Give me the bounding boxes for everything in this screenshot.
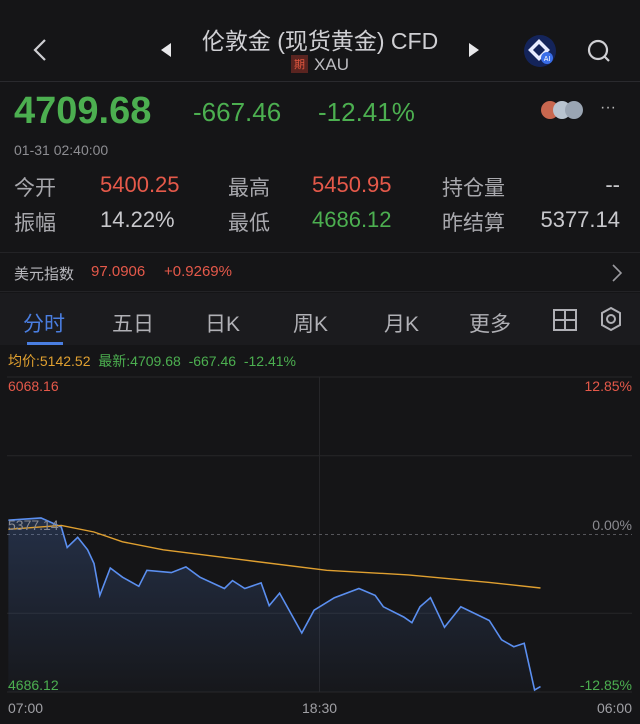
pct-max-label: 12.85% bbox=[584, 378, 632, 394]
price-change-pct: -12.41% bbox=[318, 97, 415, 127]
futures-badge: 期 bbox=[291, 55, 309, 73]
avg-price: 均价:5142.52 bbox=[8, 353, 91, 369]
quote-timestamp: 01-31 02:40:00 bbox=[14, 142, 109, 158]
latest-change: -667.46 bbox=[188, 353, 237, 369]
chevron-right-icon bbox=[612, 264, 622, 282]
price-line bbox=[8, 517, 541, 692]
stat-label: 振幅 bbox=[14, 212, 56, 235]
tab-intraday[interactable]: 分时 bbox=[23, 313, 65, 336]
y-min-label: 4686.12 bbox=[8, 677, 59, 693]
intraday-chart[interactable] bbox=[0, 370, 640, 724]
active-tab-indicator bbox=[27, 342, 63, 345]
tab-daily-k[interactable]: 日K bbox=[205, 313, 241, 336]
x-label-start: 07:00 bbox=[8, 700, 44, 716]
average-price-line bbox=[8, 524, 541, 589]
svg-text:AI: AI bbox=[544, 56, 551, 63]
period-tabs: 分时 五日 日K 周K 月K 更多 bbox=[0, 293, 640, 345]
stat-value: 5377.14 bbox=[540, 207, 620, 232]
pct-min-label: -12.85% bbox=[579, 677, 632, 693]
price-area bbox=[8, 517, 541, 692]
ai-assistant-icon[interactable]: AI bbox=[523, 34, 557, 68]
avatar-group-icon bbox=[541, 101, 583, 119]
community-avatars[interactable] bbox=[540, 100, 596, 125]
dxy-value: 97.0906 bbox=[91, 263, 146, 280]
last-price: 4709.68 bbox=[14, 90, 152, 132]
chart-info-line: 均价:5142.52 最新:4709.68 -667.46 -12.41% bbox=[8, 351, 296, 371]
symbol-text: XAU bbox=[314, 55, 349, 74]
x-label-mid: 18:30 bbox=[302, 700, 338, 716]
stat-value: 5400.25 bbox=[100, 172, 180, 197]
latest-price: 最新:4709.68 bbox=[98, 353, 181, 369]
stat-label: 今开 bbox=[14, 177, 56, 200]
tab-monthly-k[interactable]: 月K bbox=[384, 313, 420, 336]
instrument-title: 伦敦金 (现货黄金) CFD bbox=[201, 28, 439, 54]
y-ref-label: 5377.14 bbox=[8, 517, 59, 533]
stat-label: 昨结算 bbox=[442, 212, 505, 235]
dxy-change: +0.9269% bbox=[164, 263, 232, 280]
stat-label: 持仓量 bbox=[442, 177, 505, 200]
stat-value: 5450.95 bbox=[312, 172, 392, 197]
settings-hexagon-icon[interactable] bbox=[599, 306, 623, 332]
search-icon[interactable] bbox=[586, 38, 612, 64]
tab-weekly-k[interactable]: 周K bbox=[293, 313, 329, 336]
stat-value: 14.22% bbox=[100, 207, 175, 232]
x-label-end: 06:00 bbox=[596, 700, 632, 716]
top-bar: 伦敦金 (现货黄金) CFD 期 XAU AI bbox=[0, 0, 640, 82]
next-triangle-icon[interactable] bbox=[468, 42, 480, 58]
stat-label: 最高 bbox=[228, 177, 270, 200]
stat-label: 最低 bbox=[228, 212, 270, 235]
back-chevron-icon[interactable] bbox=[32, 38, 48, 62]
prev-triangle-icon[interactable] bbox=[160, 42, 172, 58]
stat-value: 4686.12 bbox=[312, 207, 392, 232]
price-change: -667.46 bbox=[193, 97, 282, 127]
grid-layout-icon[interactable] bbox=[552, 308, 578, 332]
dxy-label: 美元指数 bbox=[14, 266, 75, 283]
latest-pct: -12.41% bbox=[243, 353, 296, 369]
y-max-label: 6068.16 bbox=[8, 378, 59, 394]
pct-ref-label: 0.00% bbox=[592, 517, 632, 533]
tab-five-day[interactable]: 五日 bbox=[112, 313, 154, 336]
dollar-index-row[interactable]: 美元指数 97.0906 +0.9269% bbox=[0, 252, 640, 292]
stat-value: -- bbox=[605, 172, 620, 197]
tab-more[interactable]: 更多 bbox=[469, 313, 511, 336]
more-menu-button[interactable]: ··· bbox=[600, 99, 616, 116]
instrument-symbol: 期 XAU bbox=[0, 55, 640, 75]
